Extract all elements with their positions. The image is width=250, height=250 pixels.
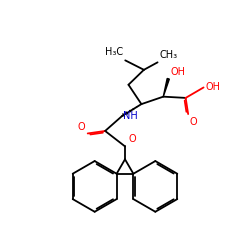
- Polygon shape: [163, 78, 169, 97]
- Text: O: O: [190, 116, 197, 126]
- Text: H₃C: H₃C: [105, 48, 123, 58]
- Text: CH₃: CH₃: [160, 50, 178, 60]
- Text: OH: OH: [171, 67, 186, 77]
- Text: NH: NH: [122, 110, 137, 120]
- Text: O: O: [128, 134, 136, 144]
- Text: O: O: [78, 122, 85, 132]
- Text: OH: OH: [206, 82, 220, 92]
